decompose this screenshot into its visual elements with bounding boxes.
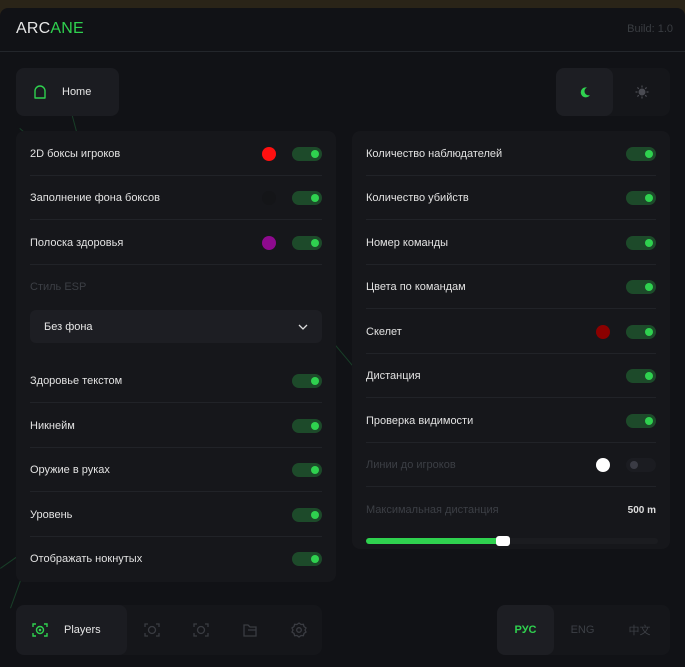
lang-eng-button[interactable]: ENG — [570, 624, 595, 636]
setting-row: Проверка видимости — [352, 399, 670, 443]
max-distance-row: Максимальная дистанция 500 m — [352, 488, 670, 532]
toggle-switch[interactable] — [292, 552, 322, 566]
moon-icon — [580, 87, 590, 98]
toggle-switch[interactable] — [626, 325, 656, 339]
setting-row: Количество наблюдателей — [352, 132, 670, 176]
visibility-icon[interactable] — [193, 622, 209, 638]
setting-label: Номер команды — [366, 237, 449, 249]
setting-label: Линии до игроков — [366, 459, 456, 471]
setting-label: Отображать нокнутых — [30, 553, 143, 565]
toggle-switch[interactable] — [292, 374, 322, 388]
color-picker[interactable] — [596, 458, 610, 472]
setting-row: Цвета по командам — [352, 265, 670, 309]
nav-players[interactable]: Players — [16, 605, 127, 655]
left-settings-panel: 2D боксы игроков Заполнение фона боксов … — [16, 131, 336, 582]
setting-label: Цвета по командам — [366, 281, 466, 293]
lang-rus-button[interactable]: РУС — [497, 605, 554, 655]
toggle-switch[interactable] — [626, 147, 656, 161]
folder-icon[interactable] — [242, 622, 258, 638]
setting-row: 2D боксы игроков — [16, 132, 336, 176]
chevron-down-icon — [298, 324, 308, 330]
build-version: Build: 1.0 — [627, 23, 673, 35]
esp-style-row: Стиль ESP — [16, 265, 336, 309]
esp-style-value: Без фона — [44, 320, 93, 333]
toggle-switch[interactable] — [292, 191, 322, 205]
setting-row: Полоска здоровья — [16, 221, 336, 265]
color-picker[interactable] — [262, 147, 276, 161]
setting-row: Заполнение фона боксов — [16, 176, 336, 220]
toggle-switch[interactable] — [626, 280, 656, 294]
app-window: ARCANE Build: 1.0 Home 2D боксы игроков … — [0, 8, 685, 667]
home-icon — [34, 85, 46, 99]
sun-icon — [635, 85, 648, 99]
nav-players-label: Players — [64, 624, 101, 636]
max-distance-slider[interactable] — [366, 536, 658, 546]
color-picker[interactable] — [262, 191, 276, 205]
setting-label: Заполнение фона боксов — [30, 192, 160, 204]
setting-label: Скелет — [366, 326, 402, 338]
toggle-switch[interactable] — [292, 147, 322, 161]
toggle-switch[interactable] — [626, 414, 656, 428]
setting-row: Здоровье текстом — [16, 359, 336, 403]
dark-theme-button[interactable] — [556, 68, 613, 116]
slider-fill — [366, 538, 504, 544]
setting-row: Оружие в руках — [16, 448, 336, 492]
logo: ARCANE — [16, 20, 84, 37]
radar-icon[interactable] — [144, 622, 160, 638]
toggle-switch[interactable] — [292, 463, 322, 477]
toggle-switch[interactable] — [292, 236, 322, 250]
bottom-nav: Players — [16, 605, 322, 655]
toggle-switch[interactable] — [292, 508, 322, 522]
setting-label: Полоска здоровья — [30, 237, 124, 249]
right-settings-panel: Количество наблюдателей Количество убийс… — [352, 131, 670, 549]
setting-label: Проверка видимости — [366, 415, 474, 427]
toggle-switch[interactable] — [626, 191, 656, 205]
setting-row: Количество убийств — [352, 176, 670, 220]
players-icon — [32, 623, 48, 637]
setting-row: Уровень — [16, 493, 336, 537]
home-label: Home — [62, 86, 92, 98]
theme-switch — [556, 68, 670, 116]
toggle-switch[interactable] — [626, 458, 656, 472]
light-theme-button[interactable] — [613, 68, 670, 116]
setting-label: Здоровье текстом — [30, 375, 123, 387]
toggle-switch[interactable] — [626, 236, 656, 250]
color-picker[interactable] — [262, 236, 276, 250]
setting-row: Номер команды — [352, 221, 670, 265]
esp-style-dropdown[interactable]: Без фона — [30, 310, 322, 343]
setting-label: Оружие в руках — [30, 464, 110, 476]
max-distance-label: Максимальная дистанция — [366, 504, 499, 516]
max-distance-value: 500 m — [627, 504, 656, 516]
setting-label: Количество наблюдателей — [366, 148, 503, 160]
toggle-switch[interactable] — [292, 419, 322, 433]
slider-handle[interactable] — [496, 536, 511, 546]
setting-row: Никнейм — [16, 404, 336, 448]
esp-style-label: Стиль ESP — [30, 281, 87, 293]
setting-label: Никнейм — [30, 420, 75, 432]
setting-row: Дистанция — [352, 354, 670, 398]
title-bar: ARCANE Build: 1.0 — [0, 8, 685, 52]
setting-label: Уровень — [30, 509, 73, 521]
settings-icon[interactable] — [291, 622, 307, 638]
setting-row: Отображать нокнутых — [16, 537, 336, 581]
setting-label: 2D боксы игроков — [30, 148, 121, 160]
lang-zh-button[interactable]: 中文 — [628, 625, 651, 637]
color-picker[interactable] — [596, 325, 610, 339]
setting-row: Скелет — [352, 310, 670, 354]
setting-label: Количество убийств — [366, 192, 469, 204]
home-button[interactable]: Home — [16, 68, 119, 116]
toggle-switch[interactable] — [626, 369, 656, 383]
setting-label: Дистанция — [366, 370, 421, 382]
setting-row: Линии до игроков — [352, 443, 670, 487]
language-switch: РУС ENG 中文 — [497, 605, 670, 655]
